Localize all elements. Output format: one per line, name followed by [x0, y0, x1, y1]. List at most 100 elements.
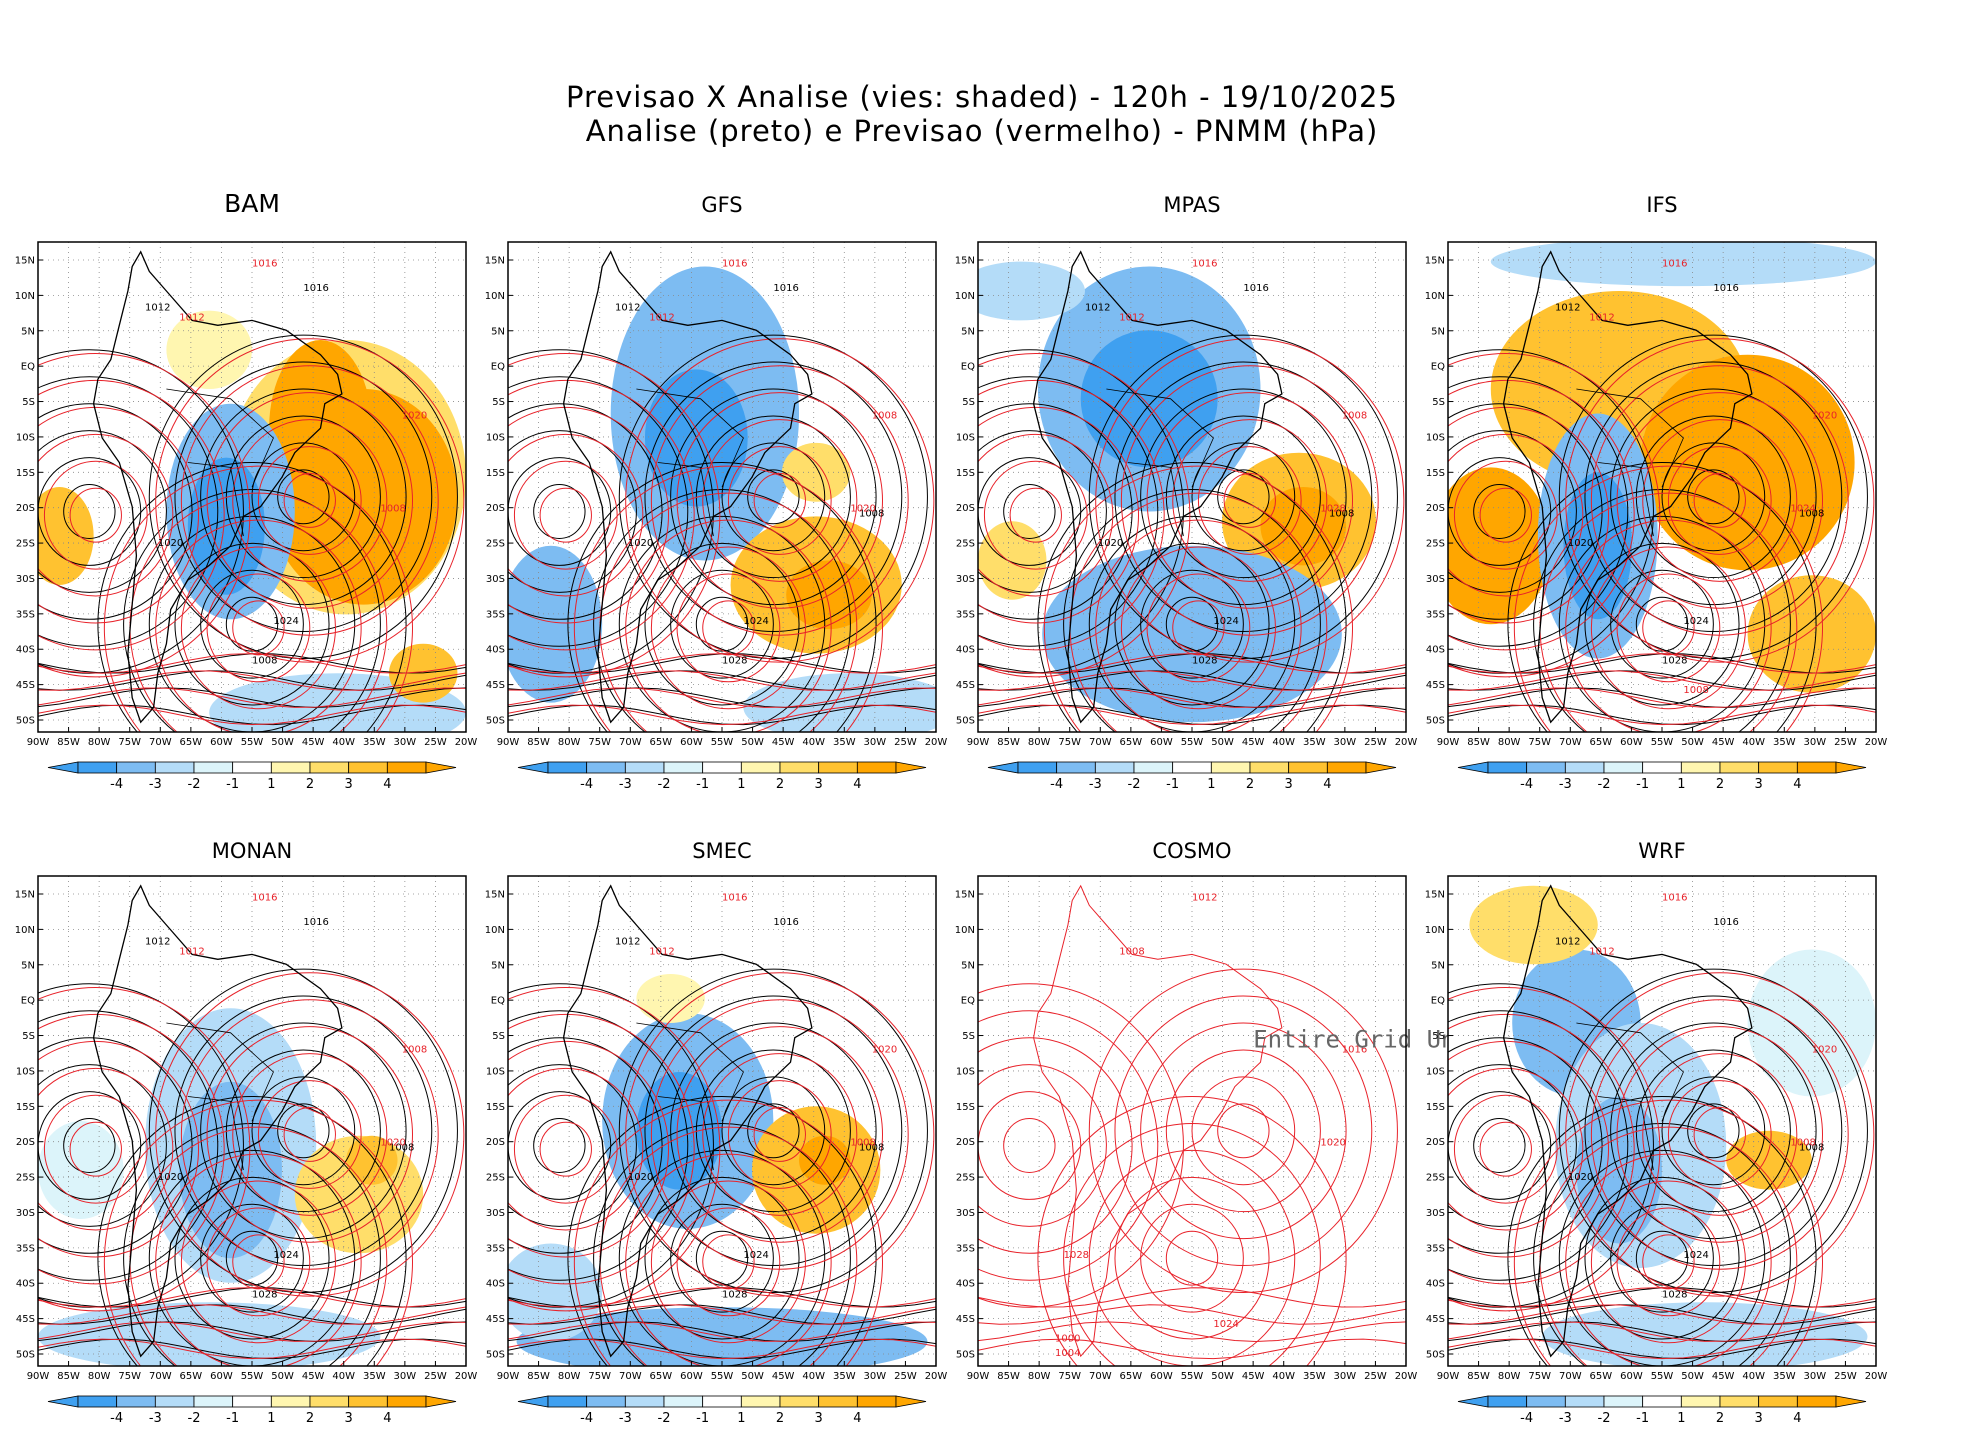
analysis-isobar [670, 1203, 774, 1313]
analysis-contour-label: 1028 [1192, 655, 1217, 666]
forecast-isobar [1003, 1118, 1056, 1173]
lon-label: 90W [967, 1371, 990, 1382]
lat-label: 35S [1426, 1243, 1445, 1254]
analysis-isobar [1507, 1096, 1817, 1366]
analysis-isobar [123, 1122, 381, 1366]
lat-label: 15S [16, 468, 35, 479]
bias-shading [38, 487, 94, 585]
lon-label: 45W [302, 1371, 325, 1382]
lat-label: 30S [486, 1208, 505, 1219]
country-border [166, 388, 274, 488]
analysis-isobar [1448, 376, 1629, 647]
lat-label: 40S [16, 645, 35, 656]
analysis-isobar [38, 1037, 193, 1254]
analysis-isobar [38, 403, 193, 620]
forecast-isobar [1165, 1230, 1219, 1286]
analysis-contour-label: 1008 [859, 508, 884, 519]
analysis-contour-label: 1016 [773, 917, 798, 928]
colorbar-min-arrow [1457, 1395, 1489, 1408]
forecast-isobar [508, 406, 669, 624]
analysis-isobar [1448, 670, 1876, 691]
lon-label: 65W [650, 737, 673, 748]
lon-label: 50W [1211, 1371, 1234, 1382]
analysis-contour-label: 1024 [1683, 616, 1708, 627]
lat-label: 10S [16, 1066, 35, 1077]
colorbar-segment [309, 761, 350, 774]
lon-label: 45W [1712, 1371, 1735, 1382]
lon-label: 80W [1498, 1371, 1521, 1382]
analysis-isobar [38, 1010, 219, 1281]
colorbar-label: 2 [1716, 777, 1724, 792]
colorbar-min-arrow [517, 1395, 549, 1408]
lon-label: 45W [772, 737, 795, 748]
lat-label: 25S [1426, 539, 1445, 550]
lon-label: 20W [925, 737, 948, 748]
forecast-contour-label: 1008 [850, 1138, 875, 1149]
colorbar-min-arrow [517, 761, 549, 774]
colorbar-segment [856, 1395, 897, 1408]
analysis-isobar [1448, 403, 1603, 620]
forecast-isobar [508, 1321, 936, 1342]
panel-title-ifs: IFS [1646, 193, 1677, 217]
colorbar-segment [586, 1395, 626, 1408]
lat-label: 25S [16, 1173, 35, 1184]
lon-label: 70W [619, 1371, 642, 1382]
analysis-isobar [148, 968, 458, 1294]
forecast-isobar [1197, 446, 1302, 555]
lon-label: 45W [1242, 737, 1265, 748]
forecast-isobar [1165, 1049, 1321, 1213]
forecast-isobar [38, 406, 199, 624]
analysis-isobar [978, 457, 1082, 566]
colorbar-segment [740, 1395, 781, 1408]
forecast-isobar [283, 1107, 336, 1162]
analysis-isobar [508, 1010, 689, 1281]
forecast-contour-label: 1020 [1812, 410, 1837, 421]
analysis-isobar [38, 457, 142, 566]
forecast-isobar [206, 573, 311, 683]
colorbar-label: 2 [776, 777, 784, 792]
colorbar-segment [624, 1395, 665, 1408]
lon-label: 55W [711, 1371, 734, 1382]
analysis-isobar [63, 484, 116, 539]
lon-label: 70W [619, 737, 642, 748]
lat-label: EQ [21, 362, 35, 373]
forecast-isobar [1088, 968, 1398, 1294]
forecast-isobar [1448, 1067, 1584, 1231]
lat-label: 30S [956, 1208, 975, 1219]
lat-label: 5S [962, 1031, 975, 1042]
colorbar-label: 2 [306, 1411, 314, 1426]
analysis-contour-label: 1024 [273, 616, 298, 627]
lon-label: 35W [363, 1371, 386, 1382]
analysis-isobar [1610, 1203, 1714, 1313]
colorbar-max-arrow [1835, 1395, 1867, 1408]
colorbar-segment [348, 1395, 388, 1408]
colorbar-segment [1249, 761, 1290, 774]
lat-label: 35S [1426, 609, 1445, 620]
bias-shading [1640, 354, 1855, 571]
analysis-isobar [508, 670, 936, 691]
lon-label: 90W [27, 1371, 50, 1382]
panel-gfs: GFS1016101210201024102810081016101210081… [485, 193, 948, 792]
lat-label: 40S [1426, 1279, 1445, 1290]
forecast-isobar [69, 1121, 122, 1177]
lat-label: EQ [1431, 362, 1445, 373]
analysis-isobar [618, 968, 928, 1294]
forecast-isobar [1590, 1180, 1746, 1344]
colorbar-label: 4 [1323, 777, 1331, 792]
colorbar-label: 1 [267, 1411, 275, 1426]
analysis-contour-label: 1016 [1713, 917, 1738, 928]
colorbar-label: -2 [1598, 777, 1611, 792]
lon-label: 60W [210, 737, 233, 748]
lon-label: 75W [1058, 737, 1081, 748]
forecast-isobar [978, 983, 1184, 1308]
bias-shading [1448, 467, 1551, 625]
bias-shading [1747, 949, 1876, 1097]
analysis-isobar [618, 334, 928, 659]
forecast-isobar [38, 670, 466, 691]
lat-label: 30S [1426, 1208, 1445, 1219]
colorbar-label: -1 [1636, 1411, 1649, 1426]
lon-label: 35W [833, 737, 856, 748]
analysis-isobar [251, 442, 356, 552]
colorbar-segment [77, 1395, 118, 1408]
colorbar-label: -4 [110, 777, 123, 792]
